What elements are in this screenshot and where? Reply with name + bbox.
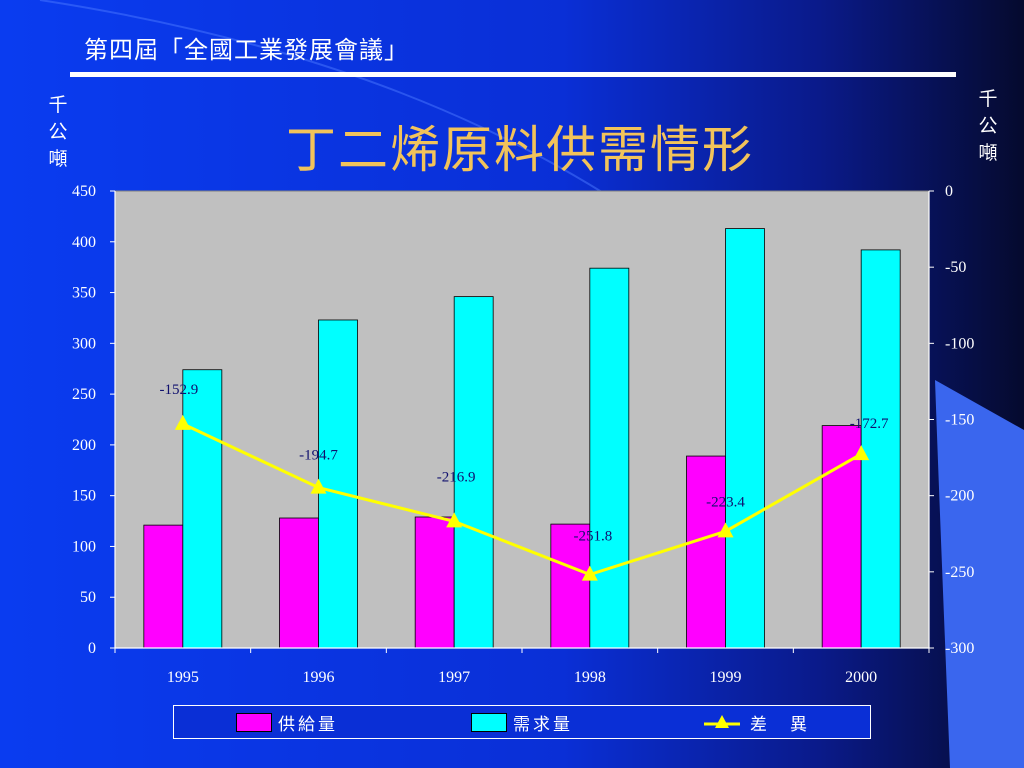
supply-bar xyxy=(414,516,455,649)
header-title: 第四屆「全國工業發展會議」 xyxy=(84,36,409,64)
left-axis-tick-label: 250 xyxy=(72,386,96,403)
legend-item-demand: 需求量 xyxy=(471,706,573,738)
demand-bar xyxy=(182,369,223,649)
difference-marker xyxy=(446,512,463,528)
left-axis-unit: 千 公 噸 xyxy=(46,92,70,173)
right-axis-tick-label: -150 xyxy=(945,412,974,429)
demand-bar xyxy=(860,249,901,649)
left-axis-tick-label: 350 xyxy=(72,285,96,302)
demand-bar xyxy=(589,267,630,649)
difference-marker xyxy=(174,414,191,430)
right-axis-tick-label: -100 xyxy=(945,335,974,352)
legend-label-demand: 需求量 xyxy=(513,714,573,735)
difference-marker xyxy=(581,565,598,581)
supply-bar xyxy=(279,517,319,649)
left-unit-char: 噸 xyxy=(48,148,68,170)
legend-label-supply: 供給量 xyxy=(278,714,338,735)
left-axis-tick-label: 0 xyxy=(88,640,96,657)
difference-data-label: -223.4 xyxy=(706,494,745,510)
right-unit-char: 噸 xyxy=(978,142,998,164)
supply-bar xyxy=(686,455,726,649)
plot-area xyxy=(114,190,930,649)
left-axis-tick-label: 100 xyxy=(72,538,96,555)
right-unit-char: 千 xyxy=(978,88,998,110)
legend-swatch-demand xyxy=(471,712,507,732)
left-axis-tick-label: 400 xyxy=(72,234,96,251)
left-axis-tick-label: 150 xyxy=(72,488,96,505)
right-axis-tick-label: -200 xyxy=(945,488,974,505)
x-axis-tick-label: 1998 xyxy=(574,669,606,686)
legend-swatch-supply xyxy=(236,712,272,732)
difference-marker xyxy=(853,445,870,461)
left-unit-char: 公 xyxy=(48,121,68,143)
difference-data-label: -172.7 xyxy=(850,416,889,432)
difference-marker xyxy=(310,478,327,494)
right-axis-tick-label: -300 xyxy=(945,640,974,657)
difference-data-label: -251.8 xyxy=(573,529,612,545)
supply-bar xyxy=(143,524,184,649)
x-axis-tick-label: 1995 xyxy=(167,669,199,686)
right-axis-tick-label: -250 xyxy=(945,564,974,581)
difference-data-label: -194.7 xyxy=(299,448,338,464)
demand-bar xyxy=(453,296,494,649)
supply-bar xyxy=(550,523,591,649)
left-axis-tick-label: 300 xyxy=(72,335,96,352)
left-axis-tick-label: 50 xyxy=(80,589,96,606)
left-axis-tick-label: 450 xyxy=(72,183,96,200)
difference-line xyxy=(182,422,862,577)
chart-title: 丁二烯原料供需情形 xyxy=(286,121,754,179)
legend-item-supply: 供給量 xyxy=(236,706,338,738)
chart-legend: 供給量 需求量 差 異 xyxy=(173,705,871,739)
header-divider xyxy=(70,72,956,77)
demand-bar xyxy=(318,319,358,649)
right-axis-tick-label: 0 xyxy=(945,183,953,200)
difference-data-label: -216.9 xyxy=(437,469,476,485)
difference-marker xyxy=(717,522,734,538)
left-axis-tick-label: 200 xyxy=(72,437,96,454)
legend-item-difference: 差 異 xyxy=(702,706,810,738)
difference-data-label: -152.9 xyxy=(159,382,198,398)
right-axis-unit: 千 公 噸 xyxy=(976,86,1000,167)
legend-label-difference: 差 異 xyxy=(750,714,810,735)
left-unit-char: 千 xyxy=(48,94,68,116)
demand-bar xyxy=(725,228,765,649)
supply-bar xyxy=(821,425,862,649)
right-axis-tick-label: -50 xyxy=(945,259,966,276)
x-axis-tick-label: 1997 xyxy=(438,669,470,686)
x-axis-tick-label: 1996 xyxy=(303,669,335,686)
right-unit-char: 公 xyxy=(978,115,998,137)
x-axis-tick-label: 2000 xyxy=(845,669,877,686)
legend-line-marker-icon xyxy=(704,715,740,728)
x-axis-tick-label: 1999 xyxy=(710,669,742,686)
